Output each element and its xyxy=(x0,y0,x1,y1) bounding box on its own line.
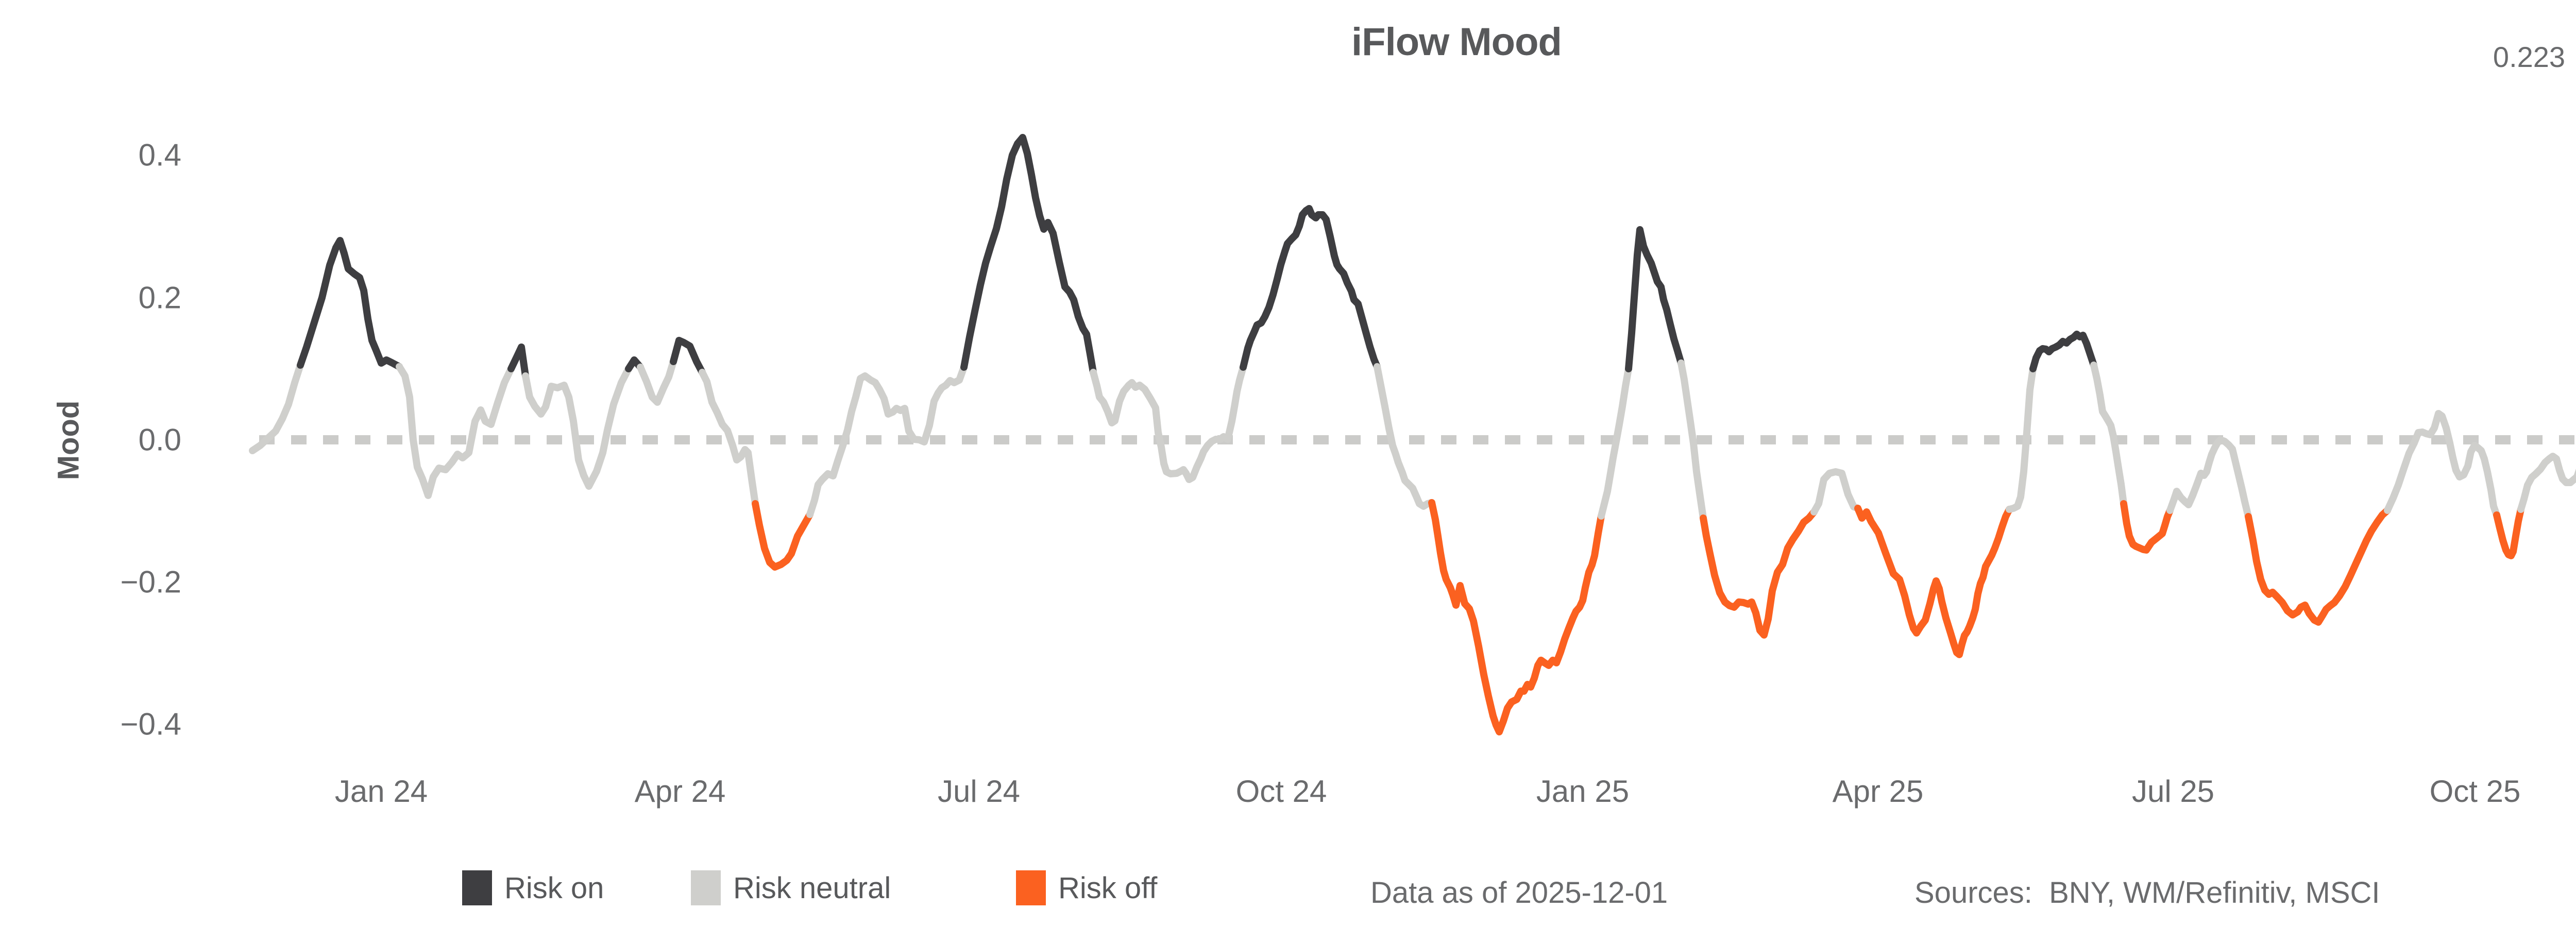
data-as-of-note: Data as of 2025-12-01 xyxy=(1370,876,1668,909)
line-segment-neutral xyxy=(1677,359,1707,522)
line-segment-neutral xyxy=(2090,362,2127,507)
line-segment-neutral xyxy=(249,362,304,454)
line-segment-risk-on xyxy=(1625,226,1685,372)
latest-value: 0.223 xyxy=(2493,41,2566,73)
line-segment-neutral xyxy=(522,365,632,490)
line-segment-risk-off xyxy=(2120,500,2174,554)
line-segment-neutral xyxy=(1374,363,1435,510)
line-segment-neutral xyxy=(1810,468,1861,516)
latest-value-annotation: 0.223→risk on xyxy=(2493,40,2576,74)
x-tick-oct24: Oct 24 xyxy=(1235,774,1327,809)
x-tick-oct25: Oct 25 xyxy=(2429,774,2521,809)
line-segment-neutral xyxy=(806,364,968,518)
legend-label-risk-neutral: Risk neutral xyxy=(733,871,891,905)
line-segment-neutral xyxy=(2166,436,2252,520)
legend-swatch-risk-on xyxy=(462,870,492,905)
x-tick-jan25: Jan 25 xyxy=(1536,774,1630,809)
line-segment-risk-on xyxy=(960,134,1097,376)
y-tick-m0p4: −0.4 xyxy=(120,707,181,742)
legend-label-risk-on: Risk on xyxy=(504,871,604,905)
line-segment-neutral xyxy=(699,369,759,507)
line-segment-risk-off xyxy=(1854,505,2013,658)
legend-item-risk-neutral: Risk neutral xyxy=(691,870,891,905)
legend-swatch-risk-neutral xyxy=(691,870,721,905)
line-segment-neutral xyxy=(1090,364,1247,483)
x-tick-jul24: Jul 24 xyxy=(937,774,1021,809)
line-segment-risk-on xyxy=(2029,331,2097,372)
line-segment-risk-off xyxy=(752,500,814,571)
page-title: iFlow Mood xyxy=(1351,20,1562,64)
legend-swatch-risk-off xyxy=(1016,870,1046,905)
x-tick-jan24: Jan 24 xyxy=(334,774,428,809)
x-tick-apr25: Apr 25 xyxy=(1832,774,1924,809)
line-segment-risk-on xyxy=(297,237,403,370)
line-segment-neutral xyxy=(2517,453,2576,513)
line-segment-neutral xyxy=(2006,365,2037,513)
y-tick-m0p2: −0.2 xyxy=(120,564,181,599)
legend-item-risk-on: Risk on xyxy=(462,870,604,905)
legend-label-risk-off: Risk off xyxy=(1058,871,1158,905)
line-segment-risk-on xyxy=(670,337,706,376)
y-tick-0p2: 0.2 xyxy=(138,280,181,315)
line-segment-risk-off xyxy=(1428,499,1605,735)
line-segment-neutral xyxy=(637,358,677,406)
line-segment-risk-on xyxy=(1240,205,1381,371)
x-tick-jul25: Jul 25 xyxy=(2131,774,2215,809)
legend-item-risk-off: Risk off xyxy=(1016,870,1157,905)
line-segment-neutral xyxy=(1598,365,1632,520)
line-segment-risk-off xyxy=(2245,507,2391,626)
line-segment-risk-off xyxy=(2493,506,2524,559)
line-segment-risk-on xyxy=(507,344,529,380)
line-segment-neutral xyxy=(396,363,515,499)
sources-note: Sources: BNY, WM/Refinitiv, MSCI xyxy=(1914,876,2380,909)
x-tick-apr24: Apr 24 xyxy=(634,774,726,809)
line-segment-risk-off xyxy=(1700,508,1818,639)
y-tick-0p0: 0.0 xyxy=(138,422,181,457)
line-segment-neutral xyxy=(2384,410,2500,519)
y-tick-0p4: 0.4 xyxy=(138,138,181,173)
